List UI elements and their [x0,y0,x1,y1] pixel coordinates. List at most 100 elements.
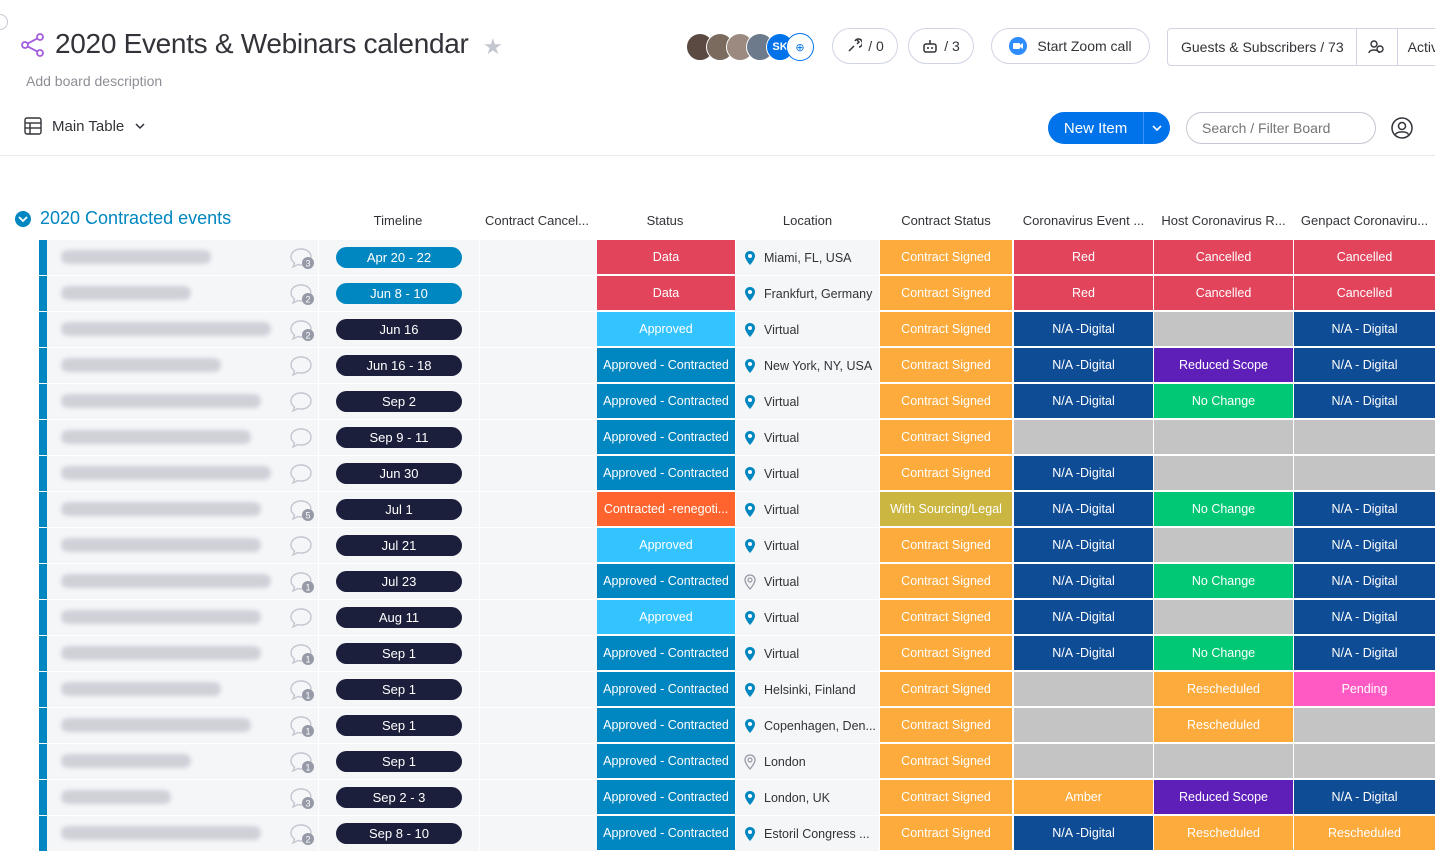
timeline-pill[interactable]: Jun 16 - 18 [336,355,462,376]
item-name-cell[interactable]: 1 [47,708,357,744]
genpact-coronavirus-cell[interactable]: N/A - Digital [1294,564,1435,598]
timeline-cell[interactable]: Jul 23 [318,564,479,599]
coronavirus-event-cell[interactable]: Red [1014,240,1153,274]
timeline-pill[interactable]: Sep 9 - 11 [336,427,462,448]
table-row[interactable]: 2 Sep 8 - 10 Approved - Contracted Estoril … [39,816,1435,852]
group-header[interactable]: 2020 Contracted events [14,208,231,229]
timeline-pill[interactable]: Sep 1 [336,679,462,700]
genpact-coronavirus-cell[interactable]: N/A - Digital [1294,528,1435,562]
table-row[interactable]: 2 Jun 8 - 10 Data Frankfurt, Germany Contrac… [39,276,1435,312]
contract-status-cell[interactable]: Contract Signed [880,456,1012,490]
contract-cancel-cell[interactable] [479,600,597,635]
contract-cancel-cell[interactable] [479,780,597,815]
status-cell[interactable]: Data [597,240,735,274]
share-icon[interactable] [20,32,46,58]
column-header-location[interactable]: Location [782,213,833,228]
comment-bubble-icon[interactable]: 3 [289,246,315,270]
coronavirus-event-cell[interactable]: N/A -Digital [1014,384,1153,418]
group-title[interactable]: 2020 Contracted events [40,208,232,228]
timeline-pill[interactable]: Sep 2 - 3 [336,787,462,808]
contract-status-cell[interactable]: Contract Signed [880,636,1012,670]
timeline-pill[interactable]: Sep 1 [336,751,462,772]
contract-cancel-cell[interactable] [479,708,597,743]
coronavirus-event-cell[interactable] [1014,744,1153,778]
guests-subscribers-button[interactable]: Guests & Subscribers / 73 Activ [1167,28,1435,66]
status-cell[interactable]: Approved - Contracted [597,744,735,778]
coronavirus-event-cell[interactable]: N/A -Digital [1014,636,1153,670]
location-cell[interactable]: Virtual [736,636,879,671]
status-cell[interactable]: Approved - Contracted [597,564,735,598]
status-cell[interactable]: Approved - Contracted [597,708,735,742]
coronavirus-event-cell[interactable]: Amber [1014,780,1153,814]
coronavirus-event-cell[interactable]: N/A -Digital [1014,600,1153,634]
contract-status-cell[interactable]: With Sourcing/Legal [880,492,1012,526]
contract-cancel-cell[interactable] [479,312,597,347]
contract-status-cell[interactable]: Contract Signed [880,600,1012,634]
table-row[interactable]: 3 Sep 2 - 3 Approved - Contracted London, U… [39,780,1435,816]
host-coronavirus-cell[interactable]: Cancelled [1154,240,1293,274]
host-coronavirus-cell[interactable]: Rescheduled [1154,816,1293,850]
contract-cancel-cell[interactable] [479,348,597,383]
collapse-group-icon[interactable] [14,210,32,228]
host-coronavirus-cell[interactable]: No Change [1154,636,1293,670]
host-coronavirus-cell[interactable] [1154,456,1293,490]
coronavirus-event-cell[interactable] [1014,708,1153,742]
item-name-cell[interactable]: 1 [47,744,357,780]
table-row[interactable]: Sep 2 Approved - Contracted Virtual Contrac… [39,384,1435,420]
timeline-cell[interactable]: Jun 8 - 10 [318,276,479,311]
status-cell[interactable]: Approved - Contracted [597,672,735,706]
location-cell[interactable]: Estoril Congress ... [736,816,879,851]
genpact-coronavirus-cell[interactable]: Rescheduled [1294,816,1435,850]
contract-cancel-cell[interactable] [479,420,597,455]
host-coronavirus-cell[interactable]: Rescheduled [1154,708,1293,742]
contract-status-cell[interactable]: Contract Signed [880,420,1012,454]
genpact-coronavirus-cell[interactable] [1294,744,1435,778]
status-cell[interactable]: Approved - Contracted [597,636,735,670]
contract-cancel-cell[interactable] [479,672,597,707]
host-coronavirus-cell[interactable]: Cancelled [1154,276,1293,310]
table-row[interactable]: Jun 16 - 18 Approved - Contracted New York… [39,348,1435,384]
column-header-coronavirus-event[interactable]: Coronavirus Event ... [1022,213,1145,228]
activity-label[interactable]: Activ [1407,39,1435,55]
location-cell[interactable]: New York, NY, USA [736,348,879,383]
location-cell[interactable]: Frankfurt, Germany [736,276,879,311]
timeline-pill[interactable]: Jul 21 [336,535,462,556]
comment-bubble-icon[interactable]: 2 [289,282,315,306]
person-filter-icon[interactable] [1391,117,1413,139]
timeline-cell[interactable]: Jun 16 - 18 [318,348,479,383]
table-row[interactable]: Jul 21 Approved Virtual Contract Signed N/A … [39,528,1435,564]
contract-status-cell[interactable]: Contract Signed [880,816,1012,850]
timeline-pill[interactable]: Jul 23 [336,571,462,592]
comment-bubble-icon[interactable] [289,606,315,630]
table-row[interactable]: 1 Sep 1 Approved - Contracted Copenhagen, D… [39,708,1435,744]
timeline-pill[interactable]: Sep 2 [336,391,462,412]
status-cell[interactable]: Approved [597,600,735,634]
item-name-cell[interactable] [47,420,357,456]
host-coronavirus-cell[interactable]: No Change [1154,564,1293,598]
item-name-cell[interactable]: 1 [47,672,357,708]
timeline-cell[interactable]: Jul 21 [318,528,479,563]
column-header-timeline[interactable]: Timeline [373,213,423,228]
table-row[interactable]: 5 Jul 1 Contracted -renegoti... Virtual With… [39,492,1435,528]
location-cell[interactable]: Copenhagen, Den... [736,708,879,743]
genpact-coronavirus-cell[interactable]: N/A - Digital [1294,492,1435,526]
contract-status-cell[interactable]: Contract Signed [880,240,1012,274]
status-cell[interactable]: Approved - Contracted [597,456,735,490]
contract-status-cell[interactable]: Contract Signed [880,708,1012,742]
status-cell[interactable]: Approved - Contracted [597,384,735,418]
item-name-cell[interactable]: 1 [47,564,357,600]
contract-status-cell[interactable]: Contract Signed [880,276,1012,310]
contract-cancel-cell[interactable] [479,276,597,311]
coronavirus-event-cell[interactable]: N/A -Digital [1014,564,1153,598]
table-row[interactable]: 1 Jul 23 Approved - Contracted Virtual Contr… [39,564,1435,600]
timeline-cell[interactable]: Jul 1 [318,492,479,527]
item-name-cell[interactable]: 5 [47,492,357,528]
host-coronavirus-cell[interactable] [1154,600,1293,634]
new-item-button[interactable]: New Item [1048,112,1170,144]
column-header-genpact-coronavirus[interactable]: Genpact Coronaviru... [1300,213,1429,228]
location-cell[interactable]: Virtual [736,528,879,563]
status-cell[interactable]: Approved - Contracted [597,780,735,814]
genpact-coronavirus-cell[interactable]: N/A - Digital [1294,384,1435,418]
item-name-cell[interactable]: 3 [47,780,357,816]
table-row[interactable]: 1 Sep 1 Approved - Contracted London Contrac… [39,744,1435,780]
